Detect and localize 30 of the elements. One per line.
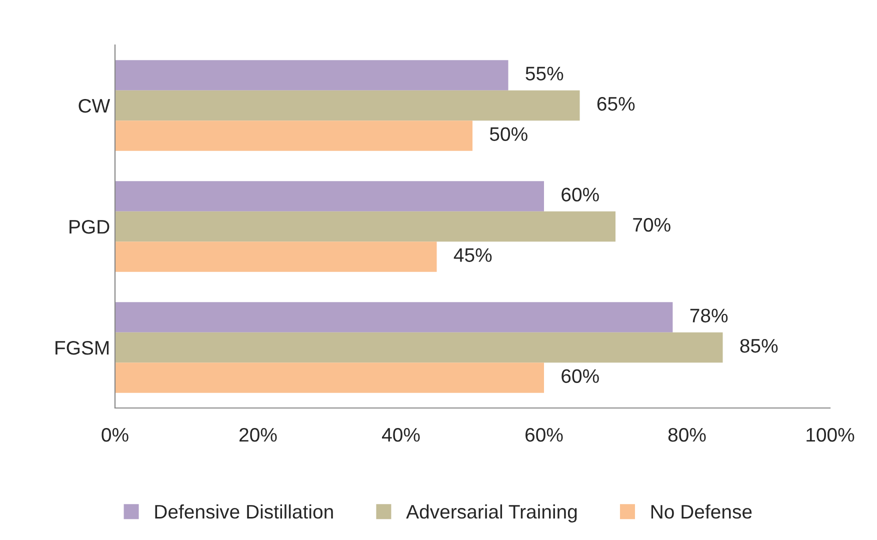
- bar: [115, 181, 544, 212]
- legend-label: Adversarial Training: [406, 504, 577, 522]
- bar: [115, 302, 673, 332]
- bar: [115, 90, 580, 121]
- data-label: 50%: [490, 127, 528, 141]
- data-label: 60%: [562, 188, 599, 202]
- bar: [115, 242, 437, 272]
- x-tick-label: 60%: [526, 428, 563, 442]
- x-tick-label: 80%: [668, 428, 706, 442]
- data-label: 45%: [454, 248, 492, 262]
- data-label: 70%: [633, 218, 670, 232]
- legend-label: Defensive Distillation: [155, 504, 333, 519]
- data-label: 78%: [690, 308, 728, 322]
- bar: [115, 362, 544, 393]
- data-label: 65%: [597, 96, 635, 111]
- x-tick-label: 0%: [102, 428, 128, 442]
- x-tick-label: 40%: [382, 428, 420, 442]
- bar: [115, 332, 723, 363]
- data-label: 85%: [740, 338, 778, 353]
- x-tick-label: 100%: [806, 428, 854, 442]
- y-tick-label: PGD: [70, 220, 110, 234]
- y-tick-label: FGSM: [56, 340, 109, 355]
- x-tick-label: 20%: [240, 428, 277, 442]
- bar: [115, 211, 616, 242]
- data-label: 60%: [562, 369, 599, 383]
- legend-label: No Defense: [651, 504, 752, 519]
- y-tick-label: CW: [78, 98, 110, 113]
- bar: [115, 120, 472, 151]
- bar: [115, 60, 508, 90]
- data-label: 55%: [526, 66, 564, 80]
